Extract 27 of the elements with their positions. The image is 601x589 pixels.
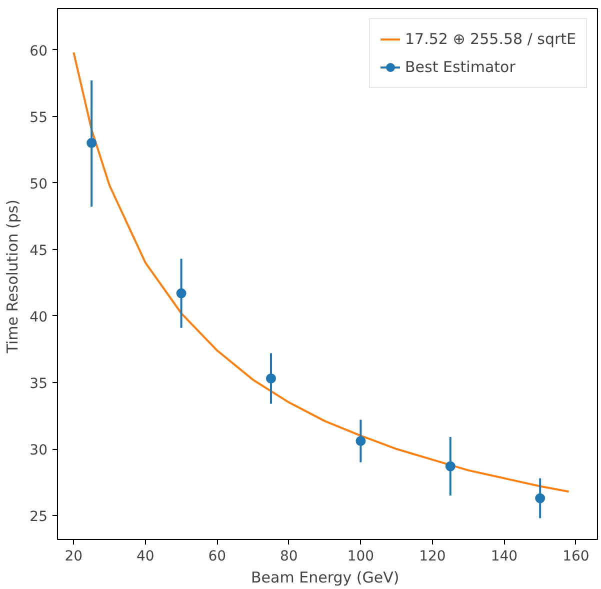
point [535, 493, 546, 504]
x-tick-label: 40 [136, 548, 154, 564]
y-tick-label: 40 [30, 309, 48, 326]
x-tick-label: 120 [419, 548, 446, 564]
y-tick-label: 35 [30, 376, 48, 392]
legend-label: Best Estimator [405, 58, 516, 76]
x-tick-label: 60 [208, 548, 226, 564]
y-tick-label: 30 [30, 442, 48, 459]
point [445, 461, 456, 472]
y-tick-label: 45 [30, 242, 48, 259]
point [176, 288, 186, 298]
x-tick-label: 140 [490, 548, 518, 564]
point [266, 373, 276, 384]
x-tick-label: 160 [562, 548, 590, 564]
legend-label: 17.52 ⊕ 255.58 / sqrtE [405, 30, 576, 48]
point [356, 436, 366, 446]
y-tick-label: 25 [30, 509, 48, 526]
x-tick-label: 80 [280, 548, 298, 564]
x-axis-title: Beam Energy (GeV) [251, 568, 400, 586]
y-axis-title: Time Resolution (ps) [4, 200, 22, 354]
point [86, 138, 97, 148]
x-tick-label: 20 [64, 548, 83, 564]
y-tick-label: 55 [30, 110, 48, 126]
y-tick-label: 50 [30, 176, 48, 192]
y-tick-label: 60 [30, 43, 48, 60]
line-series [72, 51, 570, 493]
x-tick-label: 100 [347, 548, 374, 564]
